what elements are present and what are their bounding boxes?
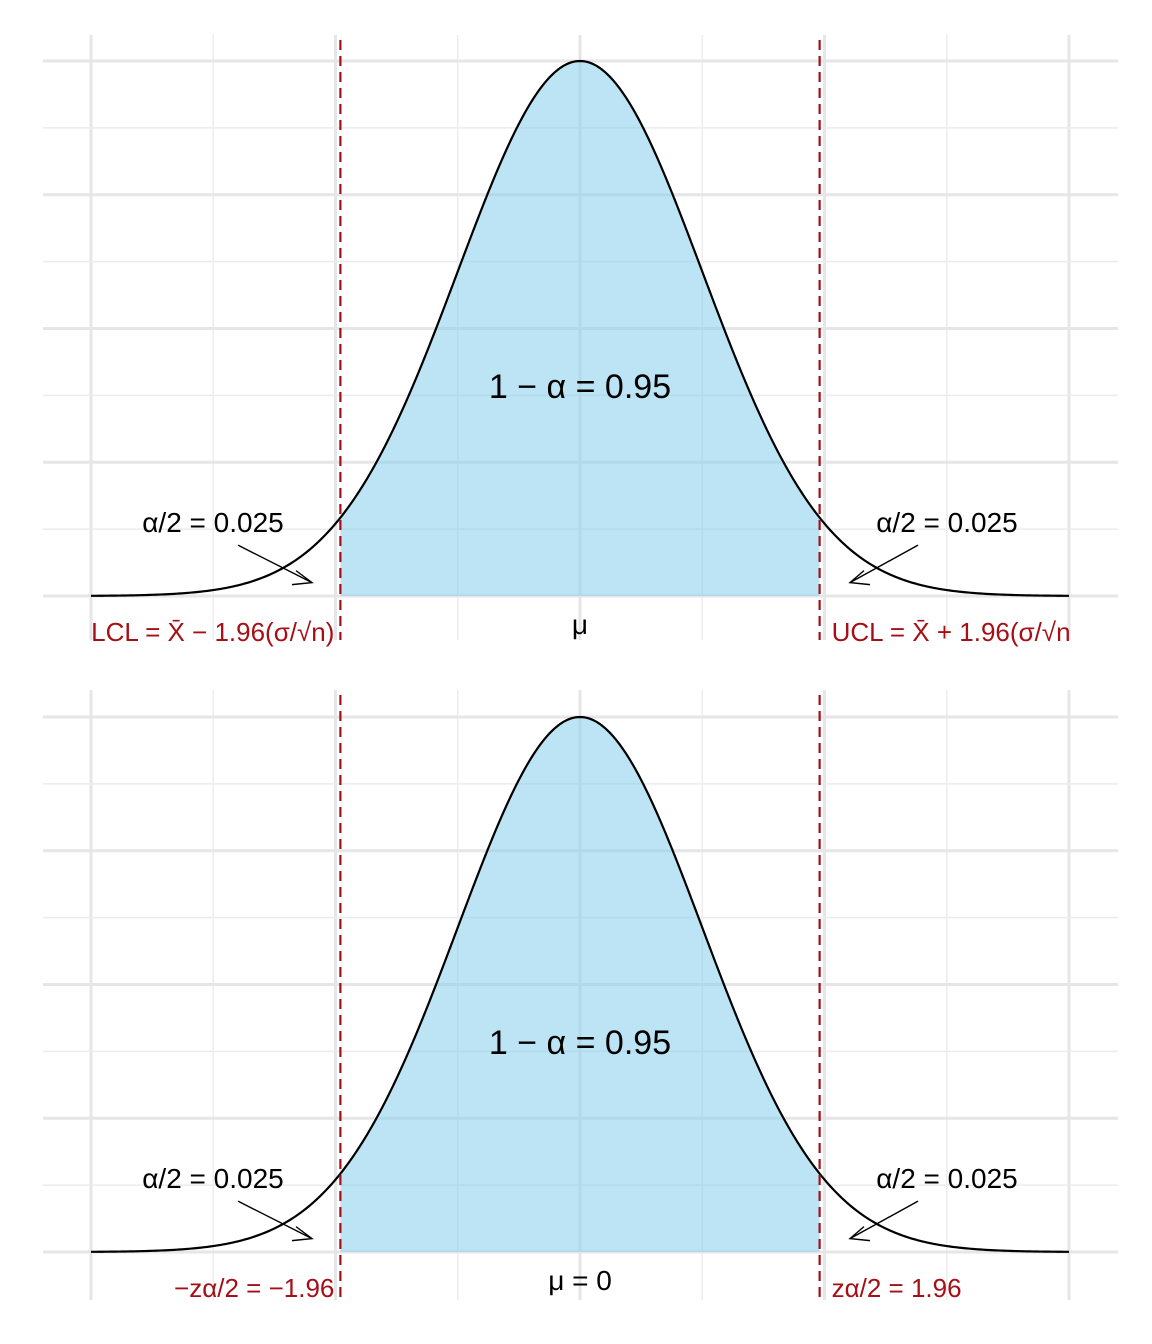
density-curve [90,715,1070,1253]
left-tail-label: α/2 = 0.025 [142,507,284,538]
left-tail-label: α/2 = 0.025 [142,1163,284,1194]
confidence-label: 1 − α = 0.95 [489,1024,671,1062]
confidence-region [340,61,820,596]
right-tail-arrow [849,544,919,584]
upper-critical-label: zα/2 = 1.96 [832,1273,962,1303]
right-tail-label: α/2 = 0.025 [876,1163,1018,1194]
lcl-label: LCL = X̄ − 1.96(σ/√n) [91,617,334,647]
right-tail-arrow [849,1200,919,1240]
confidence-region [340,717,820,1252]
left-tail-arrow [237,544,313,584]
density-curve [90,59,1070,597]
left-tail-arrow [237,1200,313,1240]
right-tail-label: α/2 = 0.025 [876,507,1018,538]
panel-standard-normal: 1 − α = 0.95 α/2 = 0.025 α/2 = 0.025 −zα… [43,690,1118,1303]
confidence-label: 1 − α = 0.95 [489,368,671,406]
ucl-label: UCL = X̄ + 1.96(σ/√n [832,617,1071,647]
left-tail-arrowhead [291,1226,314,1242]
right-tail-arrowhead [848,570,871,586]
mean-label: μ [572,609,588,640]
right-tail-arrowhead [848,1226,871,1242]
panel-sample-mean: 1 − α = 0.95 α/2 = 0.025 α/2 = 0.025 LCL… [43,35,1118,647]
lower-critical-label: −zα/2 = −1.96 [174,1273,334,1303]
mean-label: μ = 0 [548,1265,612,1296]
left-tail-arrowhead [291,570,314,586]
